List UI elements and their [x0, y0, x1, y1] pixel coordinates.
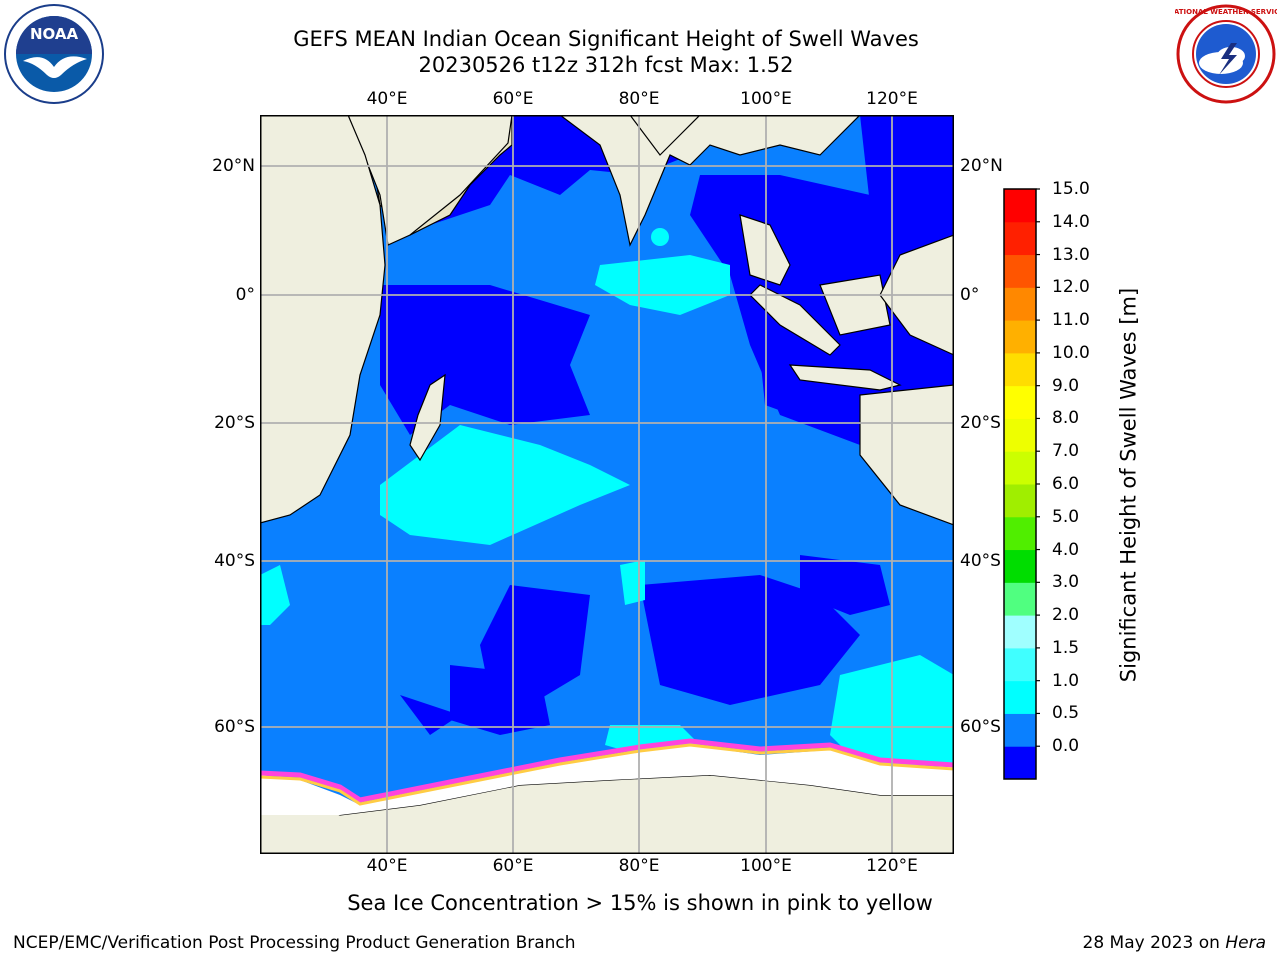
colorbar-segment [1004, 287, 1036, 321]
colorbar-segment [1004, 221, 1036, 256]
lon-tick-top-40e: 40°E [366, 89, 408, 109]
colorbar-segment [1004, 549, 1036, 583]
colorbar-segment [1004, 320, 1036, 354]
footer-host: Hera [1225, 933, 1266, 953]
nws-logo: NATIONAL WEATHER SERVICE [1175, 4, 1277, 104]
colorbar-label: 10.0 [1052, 342, 1090, 363]
colorbar-label: 11.0 [1052, 310, 1090, 331]
colorbar-segment [1004, 582, 1036, 616]
colorbar-segment [1004, 615, 1036, 649]
map-plot [260, 115, 954, 854]
colorbar-segment [1004, 451, 1036, 485]
colorbar-label: 7.0 [1052, 441, 1080, 462]
lon-tick-bottom-60e: 60°E [492, 856, 534, 876]
map-gridlines [260, 115, 954, 854]
lat-tick-right-60s: 60°S [960, 717, 1001, 737]
lon-tick-bottom-80e: 80°E [618, 856, 660, 876]
colorbar-label: 4.0 [1052, 539, 1080, 560]
colorbar-label: 3.0 [1052, 572, 1080, 593]
colorbar-label: 0.5 [1052, 703, 1080, 724]
colorbar-label: 1.5 [1052, 637, 1080, 658]
noaa-logo: NOAA [4, 4, 104, 104]
lat-tick-left-60s: 60°S [214, 717, 255, 737]
colorbar-label: 2.0 [1052, 605, 1080, 626]
sea-ice-edge-pink [260, 738, 954, 803]
lat-tick-right-40s: 40°S [960, 551, 1001, 571]
colorbar-segment [1004, 418, 1036, 452]
colorbar-segment [1004, 746, 1036, 780]
colorbar-label: 0.0 [1052, 736, 1080, 757]
colorbar-segment [1004, 484, 1036, 518]
lat-tick-left-40s: 40°S [214, 551, 255, 571]
lat-tick-right-20s: 20°S [960, 413, 1001, 433]
colorbar-label: 13.0 [1052, 244, 1090, 265]
colorbar-segment [1004, 352, 1036, 387]
colorbar-label: 9.0 [1052, 375, 1080, 396]
colorbar-label: 1.0 [1052, 670, 1080, 691]
lon-tick-top-100e: 100°E [740, 89, 792, 109]
lat-tick-right-0: 0° [960, 285, 980, 305]
lon-tick-bottom-100e: 100°E [740, 856, 792, 876]
colorbar-segment [1004, 647, 1036, 682]
lon-tick-top-120e: 120°E [866, 89, 918, 109]
chart-title: GEFS MEAN Indian Ocean Significant Heigh… [293, 27, 919, 51]
colorbar-segment [1004, 516, 1036, 551]
colorbar-segment [1004, 254, 1036, 288]
lat-tick-right-20n: 20°N [960, 156, 1003, 176]
colorbar-segment [1004, 189, 1036, 223]
sea-ice-region [260, 745, 954, 815]
lat-tick-left-0: 0° [235, 285, 255, 305]
colorbar-label: 6.0 [1052, 474, 1080, 494]
sea-ice-note: Sea Ice Concentration > 15% is shown in … [347, 891, 933, 915]
lon-tick-bottom-40e: 40°E [366, 856, 408, 876]
colorbar-label: 15.0 [1052, 179, 1090, 199]
lon-tick-top-60e: 60°E [492, 89, 534, 109]
footer-date: 28 May 2023 on Hera [1083, 933, 1267, 953]
footer-date-text: 28 May 2023 on [1082, 933, 1226, 953]
lat-tick-left-20s: 20°S [214, 413, 255, 433]
lon-tick-top-80e: 80°E [618, 89, 660, 109]
colorbar-label: 8.0 [1052, 408, 1080, 429]
noaa-logo-text: NOAA [30, 25, 79, 43]
colorbar-label: 5.0 [1052, 506, 1080, 527]
ocean-high-swell-regions [260, 228, 954, 765]
footer-credit: NCEP/EMC/Verification Post Processing Pr… [13, 933, 576, 953]
colorbar-label: 12.0 [1052, 277, 1090, 298]
colorbar [1003, 188, 1040, 780]
lat-tick-left-20n: 20°N [212, 156, 255, 176]
colorbar-segment [1004, 680, 1036, 714]
map-frame [260, 115, 954, 854]
colorbar-segment [1004, 385, 1036, 419]
sea-ice-edge-yellow [260, 743, 954, 806]
nws-logo-text: NATIONAL WEATHER SERVICE [1175, 8, 1277, 16]
chart-subtitle: 20230526 t12z 312h fcst Max: 1.52 [418, 53, 794, 77]
lon-tick-bottom-120e: 120°E [866, 856, 918, 876]
colorbar-segment [1004, 713, 1036, 747]
colorbar-label: 14.0 [1052, 211, 1090, 232]
colorbar-title: Significant Height of Swell Waves [m] [1116, 287, 1141, 683]
